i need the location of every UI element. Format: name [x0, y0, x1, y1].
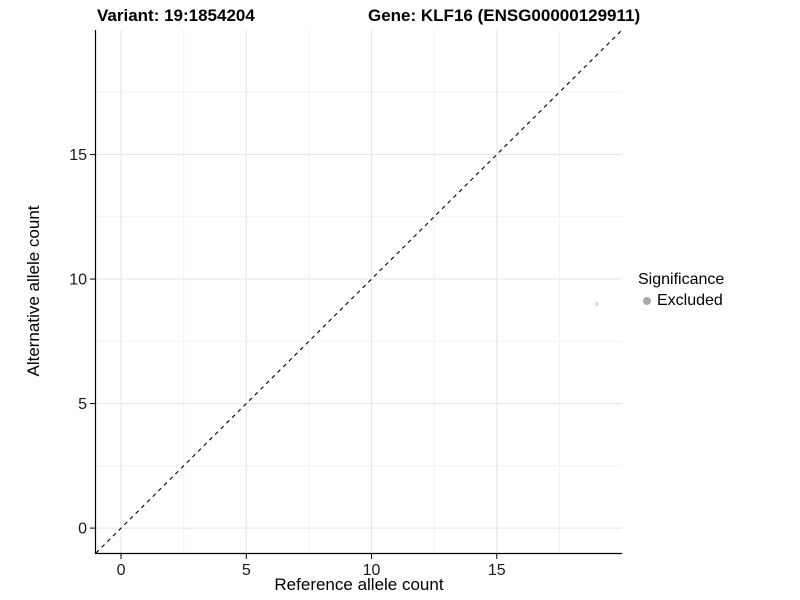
- legend-key: [638, 292, 656, 310]
- y-axis-title: Alternative allele count: [24, 205, 43, 377]
- identity-line: [95, 29, 623, 554]
- x-tick-label: 15: [488, 562, 506, 579]
- y-tick-label: 5: [78, 396, 87, 413]
- y-tick-label: 10: [69, 272, 87, 289]
- legend: Significance Excluded: [638, 271, 724, 310]
- x-tick-label: 10: [363, 562, 381, 579]
- legend-dot-icon: [643, 297, 651, 305]
- variant-title: Variant: 19:1854204: [97, 6, 255, 25]
- y-tick-label: 15: [69, 147, 87, 164]
- gene-title: Gene: KLF16 (ENSG00000129911): [368, 6, 641, 25]
- legend-item-excluded: Excluded: [638, 292, 724, 310]
- y-tick-label: 0: [78, 521, 87, 538]
- legend-title: Significance: [638, 271, 725, 288]
- x-tick-label: 5: [242, 562, 251, 579]
- legend-item-label: Excluded: [657, 292, 723, 309]
- x-axis-title: Reference allele count: [274, 575, 444, 594]
- data-point: [595, 302, 599, 306]
- x-tick-label: 0: [117, 562, 126, 579]
